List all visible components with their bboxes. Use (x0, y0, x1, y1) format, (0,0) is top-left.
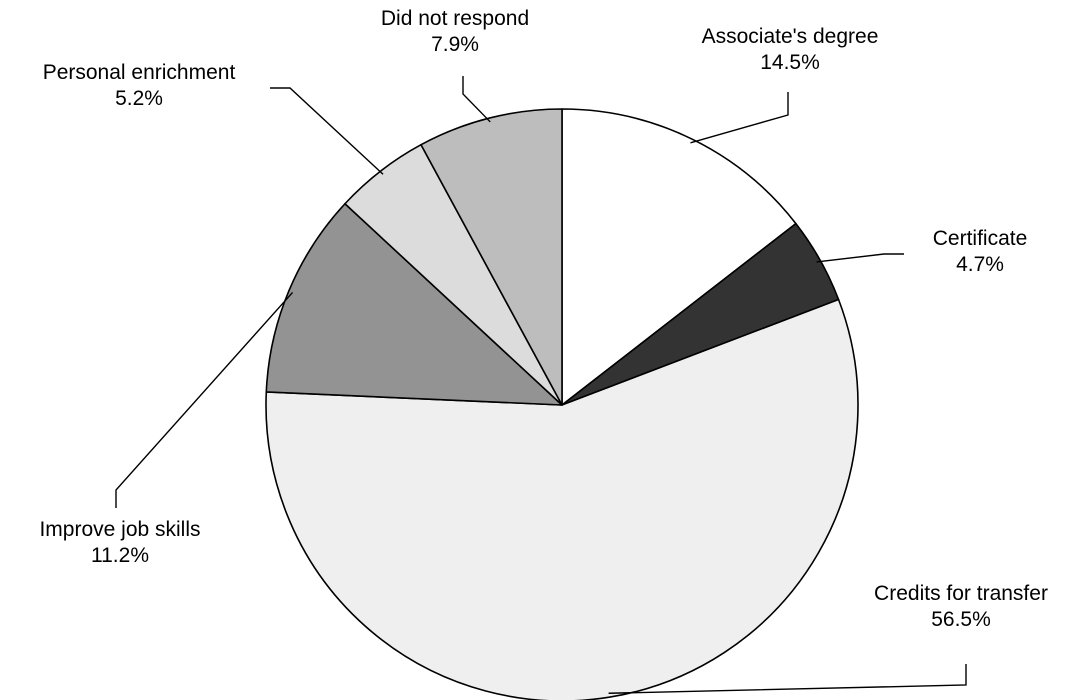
pie-slice-improve-job-skills (265, 202, 563, 406)
slice-name: Personal enrichment (42, 61, 236, 84)
pie-slice-credits-for-transfer (265, 298, 859, 700)
slice-name: Improve job skills (39, 518, 201, 541)
slice-name: Associate's degree (701, 25, 879, 48)
pie-slices (265, 108, 859, 700)
slice-label-credits-for-transfer: Credits for transfer 56.5% (832, 581, 1090, 633)
slice-label-did-not-respond: Did not respond 7.9% (340, 6, 570, 58)
pie-slice-associate-s-degree (561, 108, 797, 406)
slice-name: Did not respond (380, 7, 530, 30)
leader-line-improve-job-skills (115, 291, 294, 508)
slice-label-certificate: Certificate 4.7% (880, 226, 1080, 278)
leader-line-associate-s-degree (690, 92, 789, 144)
slice-label-associates-degree: Associate's degree 14.5% (650, 24, 930, 76)
leader-line-did-not-respond (462, 76, 491, 123)
slice-percent: 11.2% (91, 544, 149, 567)
slice-percent: 14.5% (760, 51, 820, 74)
leader-lines (115, 76, 967, 694)
slice-label-personal-enrichment: Personal enrichment 5.2% (0, 60, 278, 112)
slice-percent: 7.9% (431, 33, 479, 56)
slice-name: Credits for transfer (874, 582, 1048, 605)
leader-line-personal-enrichment (270, 87, 384, 175)
slice-label-improve-job-skills: Improve job skills 11.2% (0, 517, 240, 569)
leader-line-credits-for-transfer (608, 664, 967, 694)
pie-slice-did-not-respond (420, 108, 563, 406)
slice-percent: 4.7% (956, 253, 1004, 276)
slice-percent: 5.2% (115, 87, 163, 110)
slice-percent: 56.5% (931, 608, 991, 631)
slice-name: Certificate (932, 227, 1028, 250)
leader-line-certificate (816, 253, 904, 263)
